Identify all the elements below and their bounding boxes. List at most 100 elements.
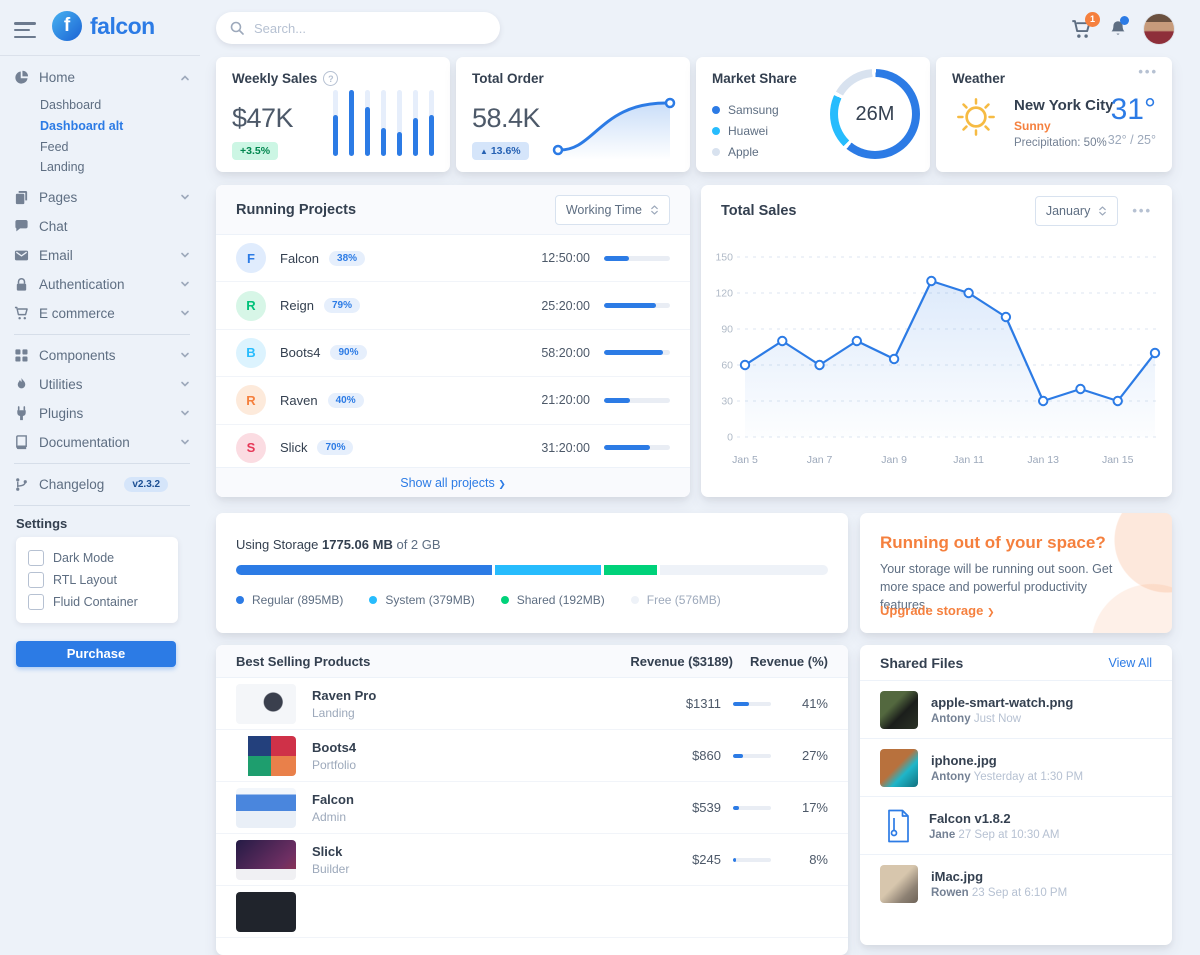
purchase-button[interactable]: Purchase xyxy=(16,640,176,667)
sidebar-item-feed[interactable]: Feed xyxy=(40,139,69,154)
sidebar-item-ecommerce[interactable]: E commerce xyxy=(14,299,190,328)
fluid-container-checkbox[interactable] xyxy=(28,593,44,610)
list-item: Falcon v1.8.2 Jane 27 Sep at 10:30 AM xyxy=(860,796,1172,854)
legend-dot xyxy=(236,596,244,604)
divider xyxy=(14,504,190,506)
list-item: apple-smart-watch.png Antony Just Now xyxy=(860,681,1172,738)
table-header: Best Selling Products Revenue ($3189) Re… xyxy=(216,645,848,678)
sidebar-item-changelog[interactable]: Changelog v2.3.2 xyxy=(14,470,190,499)
upgrade-storage-link[interactable]: Upgrade storage ❯ xyxy=(880,603,995,618)
product-name[interactable]: Boots4 xyxy=(312,739,357,755)
card-menu-icon[interactable]: ••• xyxy=(1132,203,1152,218)
chevron-down-icon xyxy=(180,379,190,389)
search-input[interactable] xyxy=(252,19,486,37)
hamburger-menu-icon[interactable] xyxy=(14,22,36,38)
upgrade-space-title: Running out of your space? xyxy=(880,533,1106,552)
card-menu-icon[interactable]: ••• xyxy=(1138,64,1158,79)
storage-card: Using Storage 1775.06 MB of 2 GB Regular… xyxy=(216,513,848,633)
sidebar-item-documentation[interactable]: Documentation xyxy=(14,428,190,457)
bar xyxy=(365,90,370,156)
market-share-legend: Samsung Huawei Apple xyxy=(712,103,779,159)
file-owner: Antony xyxy=(931,770,971,783)
product-thumbnail xyxy=(236,839,296,880)
weekly-sales-value: $47K xyxy=(232,103,294,133)
project-row: R Reign 79% 25:20:00 xyxy=(216,282,690,330)
sidebar-item-dashboard-alt[interactable]: Dashboard alt xyxy=(40,119,124,134)
svg-text:0: 0 xyxy=(727,432,733,444)
dark-mode-toggle[interactable]: Dark Mode xyxy=(28,547,166,569)
settings-heading: Settings xyxy=(16,515,68,531)
sidebar-item-plugins[interactable]: Plugins xyxy=(14,399,190,428)
chevron-down-icon xyxy=(180,279,190,289)
pages-icon xyxy=(15,190,28,204)
product-progress-bar xyxy=(733,753,771,758)
view-all-link[interactable]: View All xyxy=(1108,655,1152,670)
chevron-down-icon xyxy=(180,437,190,447)
divider xyxy=(0,55,200,56)
file-time: 27 Sep at 10:30 AM xyxy=(958,828,1060,841)
search-bar[interactable] xyxy=(216,12,500,44)
project-time: 21:20:00 xyxy=(541,393,590,408)
project-name[interactable]: Slick xyxy=(280,440,308,456)
notifications-button[interactable] xyxy=(1108,16,1129,39)
working-time-select[interactable]: Working Time xyxy=(554,194,670,225)
project-time: 12:50:00 xyxy=(541,251,590,266)
sidebar-item-chat[interactable]: Chat xyxy=(14,212,190,241)
dark-mode-checkbox[interactable] xyxy=(28,549,44,566)
bar xyxy=(333,90,338,156)
month-select[interactable]: January xyxy=(1034,196,1119,226)
storage-progress-bar xyxy=(236,565,828,575)
sidebar-item-utilities[interactable]: Utilities xyxy=(14,370,190,399)
card-header: Shared Files View All xyxy=(860,645,1172,681)
sidebar-item-home[interactable]: Home xyxy=(14,63,190,92)
sidebar-item-pages[interactable]: Pages xyxy=(14,183,190,212)
file-name[interactable]: apple-smart-watch.png xyxy=(931,694,1074,710)
help-icon[interactable]: ? xyxy=(323,71,339,86)
divider xyxy=(14,333,190,335)
project-time: 31:20:00 xyxy=(541,440,590,455)
list-item: iphone.jpg Antony Yesterday at 1:30 PM xyxy=(860,738,1172,796)
product-category[interactable]: Builder xyxy=(312,861,350,876)
file-name[interactable]: iphone.jpg xyxy=(931,752,997,768)
sun-icon xyxy=(957,98,995,136)
product-progress-bar xyxy=(733,805,771,810)
project-progress-bar xyxy=(604,445,670,451)
product-category[interactable]: Landing xyxy=(312,705,355,720)
sidebar-item-components[interactable]: Components xyxy=(14,341,190,370)
product-revenue-pct: 27% xyxy=(801,748,828,763)
file-name[interactable]: Falcon v1.8.2 xyxy=(929,810,1011,826)
cart-button[interactable]: 1 xyxy=(1071,11,1100,40)
product-name[interactable]: Slick xyxy=(312,843,343,859)
rtl-layout-toggle[interactable]: RTL Layout xyxy=(28,569,166,591)
sidebar-item-authentication[interactable]: Authentication xyxy=(14,270,190,299)
topbar-actions: 1 xyxy=(1071,11,1174,46)
sidebar-item-landing[interactable]: Landing xyxy=(40,160,85,175)
project-name[interactable]: Reign xyxy=(280,298,314,314)
app-logo[interactable]: f falcon xyxy=(52,11,155,41)
rtl-layout-checkbox[interactable] xyxy=(28,571,44,588)
sidebar-item-email[interactable]: Email xyxy=(14,241,190,270)
product-name[interactable]: Raven Pro xyxy=(312,687,377,703)
card-title: Best Selling Products xyxy=(236,653,371,669)
file-name[interactable]: iMac.jpg xyxy=(931,868,984,884)
chevron-up-icon xyxy=(180,73,190,83)
project-progress-badge: 90% xyxy=(330,345,367,361)
total-order-change-badge: ▲ 13.6% xyxy=(472,142,529,160)
svg-text:Jan 13: Jan 13 xyxy=(1027,454,1059,466)
product-category[interactable]: Admin xyxy=(312,809,347,824)
column-header-revenue-pct: Revenue (%) xyxy=(749,653,828,669)
card-title: Weather xyxy=(952,71,1006,86)
total-sales-card: Total Sales January ••• 150 120 90 60 30 0 Jan… xyxy=(701,185,1172,497)
sidebar-item-dashboard[interactable]: Dashboard xyxy=(40,98,102,113)
project-name[interactable]: Boots4 xyxy=(280,345,321,361)
legend-item: Samsung xyxy=(712,103,779,117)
fluid-container-toggle[interactable]: Fluid Container xyxy=(28,591,166,613)
show-all-projects-link[interactable]: Show all projects ❯ xyxy=(400,475,506,490)
file-owner: Jane xyxy=(929,828,956,841)
sort-icon xyxy=(1099,206,1107,216)
product-category[interactable]: Portfolio xyxy=(312,757,357,772)
user-avatar[interactable] xyxy=(1144,14,1174,44)
project-name[interactable]: Falcon xyxy=(280,250,320,266)
project-name[interactable]: Raven xyxy=(280,392,318,408)
product-name[interactable]: Falcon xyxy=(312,791,354,807)
